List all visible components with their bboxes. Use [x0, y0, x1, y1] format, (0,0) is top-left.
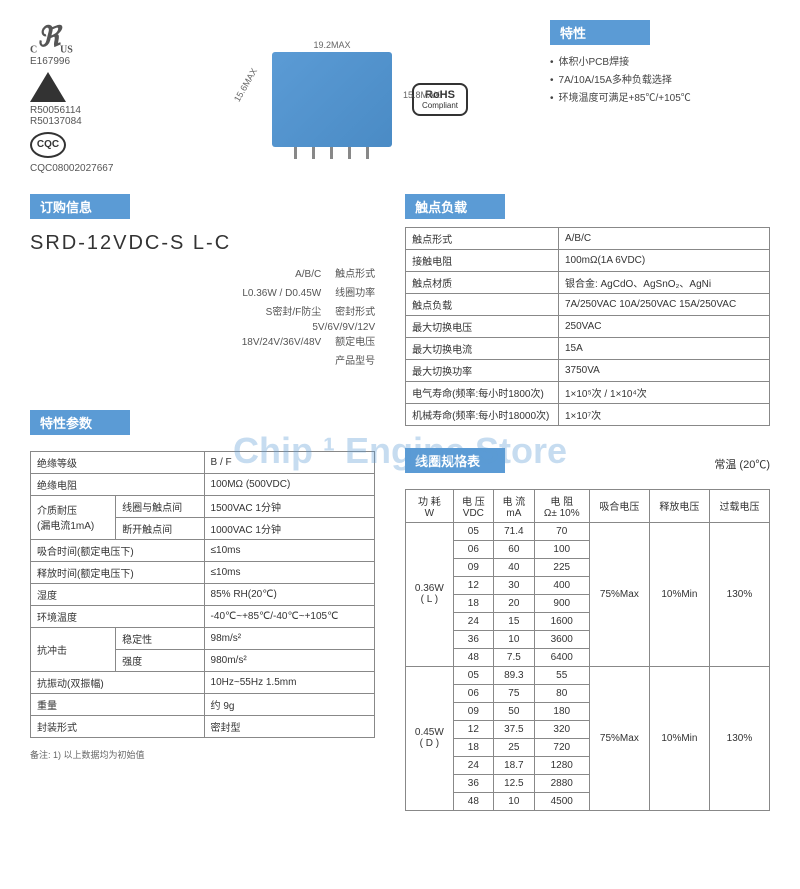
params-row: 介质耐压 (漏电流1mA)线圈与触点间1500VAC 1分钟	[31, 495, 375, 517]
contact-value: 100mΩ(1A 6VDC)	[558, 249, 769, 271]
top-section: CℜUS E167996 R50056114 R50137084 CQC CQC…	[30, 20, 770, 179]
features-header: 特性	[550, 20, 650, 45]
product-image: 19.2MAX 15.6MAX 15.8MAX RoHS Compliant	[210, 20, 530, 179]
contact-value: 7A/250VAC 10A/250VAC 15A/250VAC	[558, 293, 769, 315]
relay-illustration	[272, 52, 392, 147]
params-header: 特性参数	[30, 410, 130, 435]
coil-row: 0.45W ( D )0589.35575%Max10%Min130%	[406, 666, 770, 684]
feature-item: 环境温度可满足+85℃/+105℃	[550, 89, 770, 104]
params-row: 绝缘等级B / F	[31, 451, 375, 473]
params-table: 绝缘等级B / F绝缘电阻100MΩ (500VDC)介质耐压 (漏电流1mA)…	[30, 451, 375, 738]
feature-list: 体积小PCB焊接 7A/10A/15A多种负载选择环境温度可满足+85℃/+105…	[550, 53, 770, 104]
cqc-code: CQC08002027667	[30, 163, 190, 174]
dim-height: 15.8MAX	[403, 90, 440, 100]
params-row: 抗冲击稳定性98m/s²	[31, 627, 375, 649]
params-row: 吸合时间(额定电压下)≤10ms	[31, 539, 375, 561]
coil-table: 功 耗 W电 压 VDC电 流 mA电 阻 Ω± 10%吸合电压释放电压过载电压…	[405, 489, 770, 811]
params-footnote: 备注: 1) 以上数据均为初始值	[30, 748, 375, 761]
contact-label: 触点材质	[406, 271, 559, 293]
part-number: SRD-12VDC-S L-C	[30, 232, 375, 255]
order-header: 订购信息	[30, 194, 130, 219]
params-row: 封装形式密封型	[31, 715, 375, 737]
contact-label: 最大切换功率	[406, 359, 559, 381]
contact-value: 15A	[558, 337, 769, 359]
params-row: 环境温度-40℃~+85℃/-40℃~+105℃	[31, 605, 375, 627]
dim-width: 19.2MAX	[313, 40, 350, 50]
contact-label: 触点负载	[406, 293, 559, 315]
triangle-cert-icon	[30, 72, 66, 102]
contact-header: 触点负载	[405, 194, 505, 219]
contact-label: 机械寿命(频率:每小时18000次)	[406, 403, 559, 425]
contact-value: 银合金: AgCdO、AgSnO₂、AgNi	[558, 271, 769, 293]
order-diagram: A/B/C 触点形式L0.36W / D0.45W 线圈功率S密封/F防尘 密封…	[30, 265, 375, 395]
params-row: 抗振动(双振幅)10Hz~55Hz 1.5mm	[31, 671, 375, 693]
coil-header: 线圈规格表	[405, 448, 505, 473]
features-block: 特性 体积小PCB焊接 7A/10A/15A多种负载选择环境温度可满足+85℃/+…	[550, 20, 770, 179]
contact-value: 1×10⁷次	[558, 403, 769, 425]
params-row: 绝缘电阻100MΩ (500VDC)	[31, 473, 375, 495]
contact-value: A/B/C	[558, 227, 769, 249]
contact-label: 电气寿命(频率:每小时1800次)	[406, 381, 559, 403]
ru-cert: CℜUS E167996	[30, 20, 190, 67]
coil-temp: 常温 (20℃)	[714, 456, 770, 472]
contact-label: 最大切换电压	[406, 315, 559, 337]
certifications: CℜUS E167996 R50056114 R50137084 CQC CQC…	[30, 20, 190, 179]
coil-row: 0.36W ( L )0571.47075%Max10%Min130%	[406, 522, 770, 540]
params-row: 湿度85% RH(20℃)	[31, 583, 375, 605]
params-row: 释放时间(额定电压下)≤10ms	[31, 561, 375, 583]
contact-table: 触点形式A/B/C接触电阻100mΩ(1A 6VDC)触点材质银合金: AgCd…	[405, 227, 770, 426]
contact-label: 接触电阻	[406, 249, 559, 271]
contact-value: 3750VA	[558, 359, 769, 381]
contact-label: 触点形式	[406, 227, 559, 249]
dim-depth: 15.6MAX	[232, 67, 259, 104]
contact-value: 1×10⁵次 / 1×10⁴次	[558, 381, 769, 403]
r-codes: R50056114 R50137084	[30, 105, 190, 127]
feature-item: 7A/10A/15A多种负载选择	[550, 71, 770, 86]
contact-value: 250VAC	[558, 315, 769, 337]
feature-item: 体积小PCB焊接	[550, 53, 770, 68]
contact-label: 最大切换电流	[406, 337, 559, 359]
params-row: 重量约 9g	[31, 693, 375, 715]
cqc-cert-icon: CQC	[30, 132, 66, 158]
